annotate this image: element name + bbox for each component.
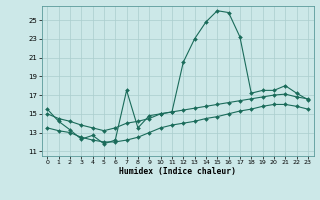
- X-axis label: Humidex (Indice chaleur): Humidex (Indice chaleur): [119, 167, 236, 176]
